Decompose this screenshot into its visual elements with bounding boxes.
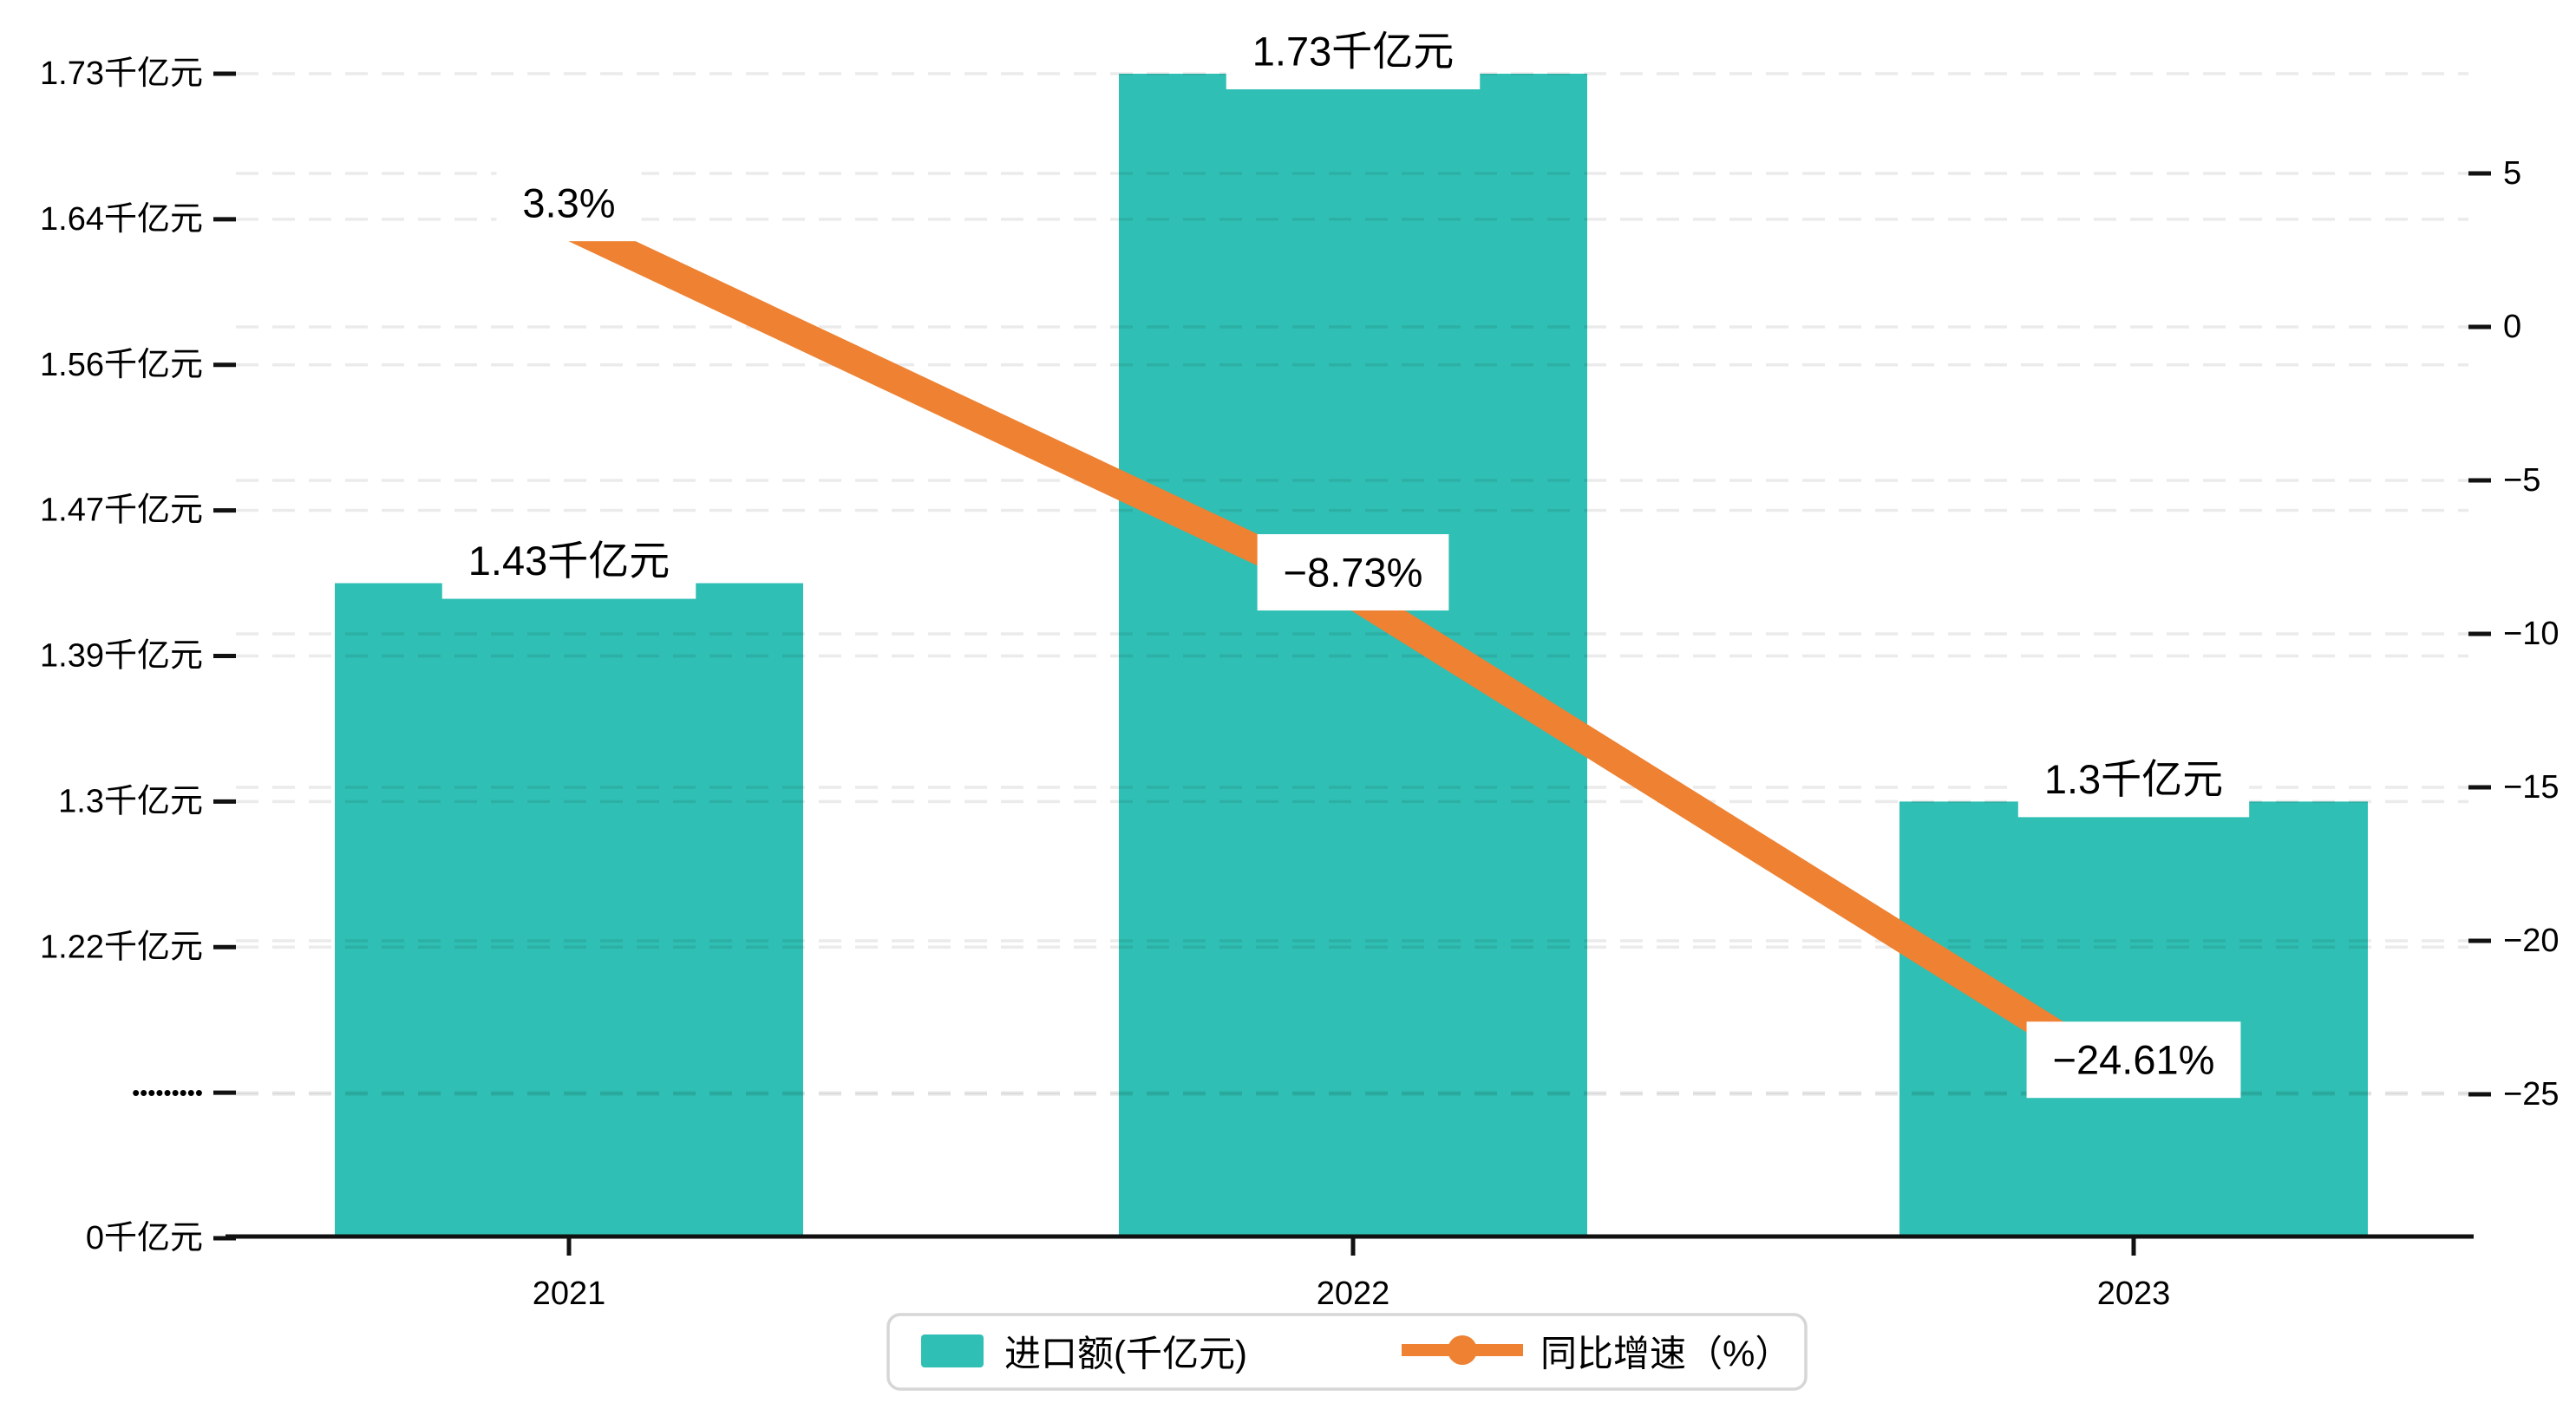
left-axis-tick-label: 1.22千亿元 — [40, 929, 203, 965]
bar-label-2022-box — [1226, 13, 1481, 89]
legend-line-label[interactable]: 同比增速（%） — [1540, 1334, 1791, 1374]
bar-label-2021-box — [441, 522, 696, 599]
right-axis-tick-label: −20 — [2503, 923, 2559, 959]
x-axis-category-label: 2021 — [533, 1276, 606, 1312]
axes-layer: 1.73千亿元 1.64千亿元 1.56千亿元 1.47千亿元 1.39千亿元 1.3千亿… — [40, 55, 2559, 1312]
left-axis-tick-label: 1.47千亿元 — [40, 493, 203, 529]
legend-bar-label[interactable]: 进口额(千亿元) — [1004, 1334, 1247, 1374]
left-axis-tick-label: 1.39千亿元 — [40, 638, 203, 675]
bar-label-2023-box — [2017, 741, 2250, 818]
legend-line-dot-icon — [1448, 1335, 1477, 1365]
right-axis-tick-label: 5 — [2503, 155, 2521, 192]
legend-box — [886, 1313, 1808, 1391]
left-axis-tick-label: 1.56千亿元 — [40, 347, 203, 383]
right-axis-tick-label: 0 — [2503, 309, 2521, 345]
left-axis-tick-label: 1.3千亿元 — [58, 783, 203, 819]
bar-label-2022-text: 1.73千亿元 — [1252, 29, 1454, 75]
x-axis-category-label: 2023 — [2097, 1276, 2171, 1312]
bars-layer — [335, 74, 2368, 1235]
left-axis-break-label: ••••••••• — [132, 1080, 203, 1106]
bar-2022 — [1119, 74, 1587, 1235]
line-label-2022-text: −8.73% — [1284, 550, 1423, 596]
bar-2021 — [335, 583, 803, 1235]
right-axis-tick-label: −15 — [2503, 769, 2559, 806]
left-axis-tick-label: 0千亿元 — [86, 1220, 203, 1256]
line-label-2022-box — [1257, 534, 1449, 611]
bar-label-2021-text: 1.43千亿元 — [468, 538, 670, 584]
left-axis-tick-label: 1.64千亿元 — [40, 201, 203, 238]
left-axis-tick-label: 1.73千亿元 — [40, 55, 203, 92]
line-label-2021-box — [496, 165, 642, 242]
legend: 进口额(千亿元) 同比增速（%） — [886, 1313, 1808, 1391]
line-label-2023-box — [2026, 1021, 2241, 1099]
data-labels-layer: 1.43千亿元 1.73千亿元 1.3千亿元 3.3% −8.73% −24.61% — [441, 13, 2250, 1099]
right-axis-tick-label: −10 — [2503, 616, 2559, 652]
right-axis-tick-label: −5 — [2503, 462, 2540, 499]
x-axis-category-label: 2022 — [1317, 1276, 1390, 1312]
line-label-2021-text: 3.3% — [522, 180, 615, 226]
bar-label-2023-text: 1.3千亿元 — [2044, 756, 2223, 802]
bar-2023 — [1899, 801, 2368, 1235]
legend-bar-swatch[interactable] — [921, 1334, 984, 1367]
right-axis-tick-label: −25 — [2503, 1076, 2559, 1113]
line-label-2023-text: −24.61% — [2053, 1037, 2215, 1083]
